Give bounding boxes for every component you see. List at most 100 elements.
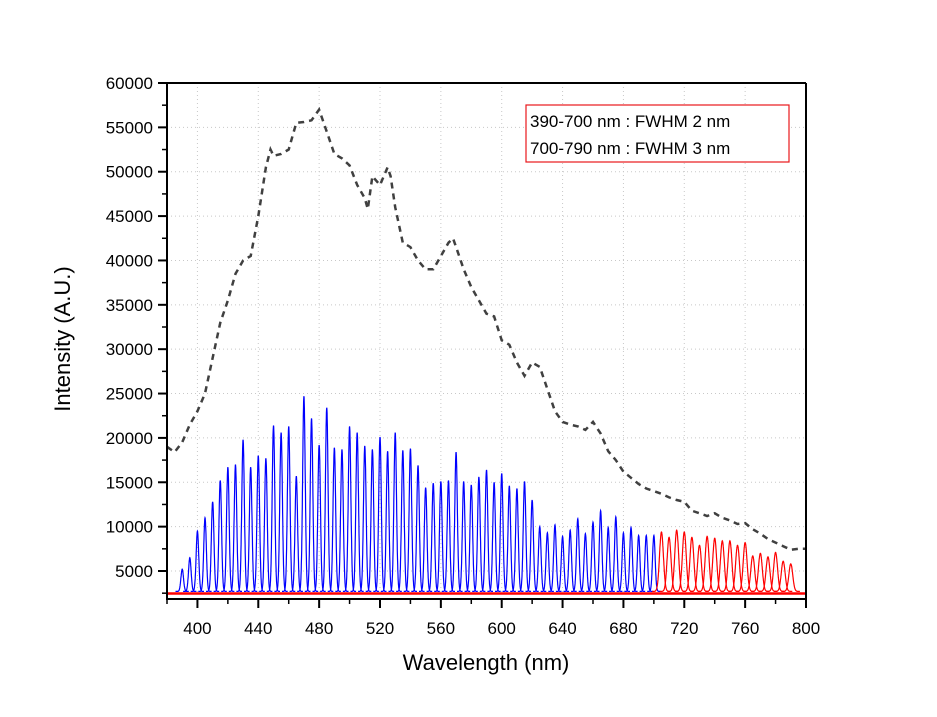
x-tick-label: 640	[548, 619, 576, 638]
y-tick-label: 5000	[115, 562, 153, 581]
peak	[457, 481, 471, 592]
x-tick-label: 520	[366, 619, 394, 638]
peak	[327, 447, 341, 592]
peak	[297, 396, 311, 592]
peak	[358, 445, 372, 592]
y-tick-label: 15000	[106, 473, 153, 492]
legend-box	[525, 104, 790, 163]
peak	[464, 484, 478, 592]
x-tick-label: 800	[792, 619, 820, 638]
series-total-dashed	[166, 106, 806, 551]
peak	[380, 451, 395, 592]
y-tick-label: 50000	[106, 163, 153, 182]
peak	[548, 523, 562, 592]
peak	[228, 464, 242, 592]
peak	[350, 432, 364, 592]
ticks: 400 440 480 520 560 600 640 680 720 760 800 5000 100…	[106, 74, 820, 638]
peak	[373, 436, 387, 592]
x-tick-label: 760	[731, 619, 759, 638]
peak	[624, 525, 638, 592]
peak	[259, 458, 273, 592]
x-tick-label: 680	[609, 619, 637, 638]
peak	[190, 529, 204, 592]
peak	[206, 501, 220, 592]
peak	[449, 451, 463, 592]
peak	[487, 482, 501, 592]
peak	[411, 465, 425, 592]
y-tick-label: 20000	[106, 429, 153, 448]
peak	[221, 467, 235, 592]
peak	[175, 568, 189, 592]
peak	[434, 481, 448, 592]
peak	[419, 487, 433, 592]
legend-entry-1: 390-700 nm : FWHM 2 nm	[530, 112, 730, 131]
x-tick-label: 560	[427, 619, 455, 638]
peak	[632, 533, 646, 592]
peak	[213, 480, 227, 592]
peak	[563, 528, 577, 592]
y-tick-label: 25000	[106, 385, 153, 404]
x-tick-label: 720	[670, 619, 698, 638]
peak	[578, 531, 592, 592]
peak	[555, 534, 570, 592]
y-tick-label: 10000	[106, 518, 153, 537]
peak	[403, 448, 417, 592]
y-tick-label: 35000	[106, 296, 153, 315]
series-layer	[166, 106, 806, 595]
peak	[517, 481, 532, 592]
peak	[251, 455, 265, 592]
peak	[495, 473, 509, 592]
peak	[525, 499, 539, 592]
peak	[601, 525, 615, 592]
peak	[540, 530, 554, 592]
peak	[388, 432, 402, 592]
peak	[320, 407, 334, 592]
peak	[289, 475, 303, 592]
peak	[282, 426, 296, 592]
axes	[166, 82, 807, 600]
peak	[396, 450, 410, 592]
peak	[198, 515, 212, 592]
peak	[609, 514, 623, 592]
peak	[441, 480, 455, 592]
peak	[472, 476, 486, 592]
peak	[533, 524, 547, 592]
y-tick-label: 45000	[106, 207, 153, 226]
peak	[342, 426, 357, 592]
y-tick-label: 60000	[106, 74, 153, 93]
peak	[274, 432, 288, 592]
peak	[616, 530, 630, 592]
peak	[183, 556, 197, 592]
x-tick-label: 400	[183, 619, 211, 638]
y-tick-label: 30000	[106, 340, 153, 359]
peak	[304, 418, 319, 592]
peak	[502, 485, 516, 592]
y-axis-title: Intensity (A.U.)	[50, 266, 75, 411]
x-axis-title: Wavelength (nm)	[403, 650, 570, 675]
peak	[312, 444, 326, 592]
x-tick-label: 440	[244, 619, 272, 638]
legend: 390-700 nm : FWHM 2 nm 700-790 nm : FWHM…	[525, 104, 790, 163]
x-tick-label: 480	[305, 619, 333, 638]
peak	[335, 449, 349, 592]
peak	[365, 449, 379, 592]
peak	[639, 533, 653, 592]
series-blue-peaks	[175, 396, 661, 592]
peak	[781, 563, 800, 592]
peak	[266, 425, 280, 592]
peak	[586, 520, 600, 592]
peak	[647, 533, 661, 592]
peak	[236, 439, 250, 592]
legend-entry-2: 700-790 nm : FWHM 3 nm	[530, 139, 730, 158]
peak	[510, 488, 524, 592]
peak	[773, 560, 793, 592]
peak	[479, 469, 493, 592]
peak	[244, 467, 258, 592]
series-red-peaks	[652, 529, 800, 592]
y-tick-label: 40000	[106, 251, 153, 270]
x-tick-label: 600	[488, 619, 516, 638]
y-tick-label: 55000	[106, 118, 153, 137]
peak	[571, 516, 585, 592]
peak	[593, 508, 608, 592]
